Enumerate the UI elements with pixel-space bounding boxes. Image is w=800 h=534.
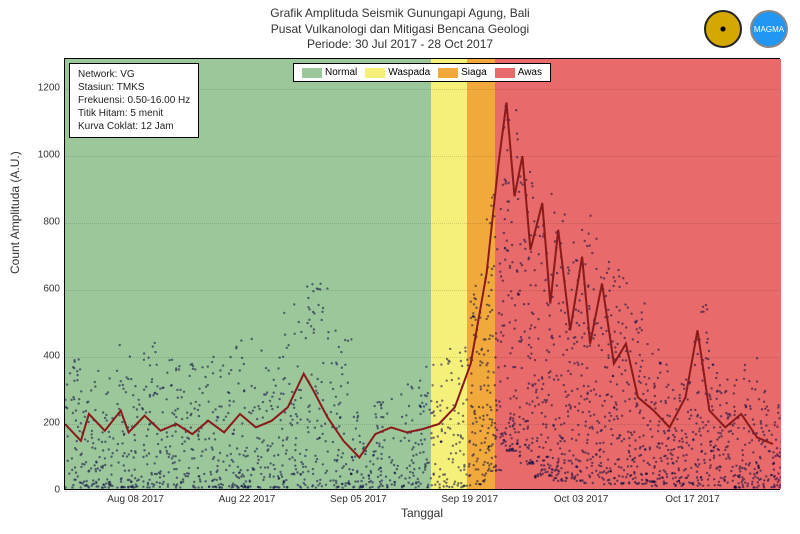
legend-label: Siaga xyxy=(461,67,487,78)
info-box-line: Stasiun: TMKS xyxy=(78,81,190,94)
zone-awas xyxy=(495,59,781,489)
y-axis: 020040060080010001200 xyxy=(22,58,62,490)
x-tick: Oct 17 2017 xyxy=(665,494,719,505)
title-line-2: Pusat Vulkanologi dan Mitigasi Bencana G… xyxy=(0,22,800,38)
y-tick: 0 xyxy=(22,485,60,496)
legend-swatch xyxy=(438,68,458,78)
chart-title-block: Grafik Amplituda Seismik Gunungapi Agung… xyxy=(0,6,800,53)
zone-waspada xyxy=(431,59,467,489)
info-box: Network: VGStasiun: TMKSFrekuensi: 0.50-… xyxy=(69,63,199,138)
legend-label: Awas xyxy=(518,67,542,78)
x-tick: Oct 03 2017 xyxy=(554,494,608,505)
magma-logo-icon: MAGMA xyxy=(750,10,788,48)
x-tick: Sep 05 2017 xyxy=(330,494,387,505)
plot-area: Network: VGStasiun: TMKSFrekuensi: 0.50-… xyxy=(64,58,780,490)
legend-item-normal: Normal xyxy=(302,67,357,78)
agency-logo-icon xyxy=(704,10,742,48)
y-tick: 1000 xyxy=(22,150,60,161)
legend-swatch xyxy=(302,68,322,78)
y-tick: 400 xyxy=(22,351,60,362)
x-axis: Tanggal Aug 08 2017 Aug 22 2017 Sep 05 201… xyxy=(64,492,780,522)
legend-swatch xyxy=(365,68,385,78)
legend-item-waspada: Waspada xyxy=(365,67,430,78)
info-box-line: Network: VG xyxy=(78,68,190,81)
legend-swatch xyxy=(495,68,515,78)
title-line-3: Periode: 30 Jul 2017 - 28 Oct 2017 xyxy=(0,37,800,53)
legend: Normal Waspada Siaga Awas xyxy=(293,63,551,82)
legend-item-siaga: Siaga xyxy=(438,67,487,78)
y-tick: 200 xyxy=(22,418,60,429)
y-tick: 800 xyxy=(22,217,60,228)
legend-label: Waspada xyxy=(388,67,430,78)
magma-logo-text: MAGMA xyxy=(754,25,784,34)
x-tick: Aug 08 2017 xyxy=(107,494,164,505)
title-line-1: Grafik Amplituda Seismik Gunungapi Agung… xyxy=(0,6,800,22)
info-box-line: Titik Hitam: 5 menit xyxy=(78,107,190,120)
x-axis-label: Tanggal xyxy=(401,506,443,520)
y-tick: 600 xyxy=(22,284,60,295)
legend-label: Normal xyxy=(325,67,357,78)
y-axis-label: Count Amplituda (A.U.) xyxy=(8,151,22,274)
legend-item-awas: Awas xyxy=(495,67,542,78)
x-tick: Sep 19 2017 xyxy=(441,494,498,505)
info-box-line: Kurva Coklat: 12 Jam xyxy=(78,120,190,133)
y-tick: 1200 xyxy=(22,83,60,94)
info-box-line: Frekuensi: 0.50-16.00 Hz xyxy=(78,94,190,107)
zone-siaga xyxy=(467,59,495,489)
x-tick: Aug 22 2017 xyxy=(219,494,276,505)
